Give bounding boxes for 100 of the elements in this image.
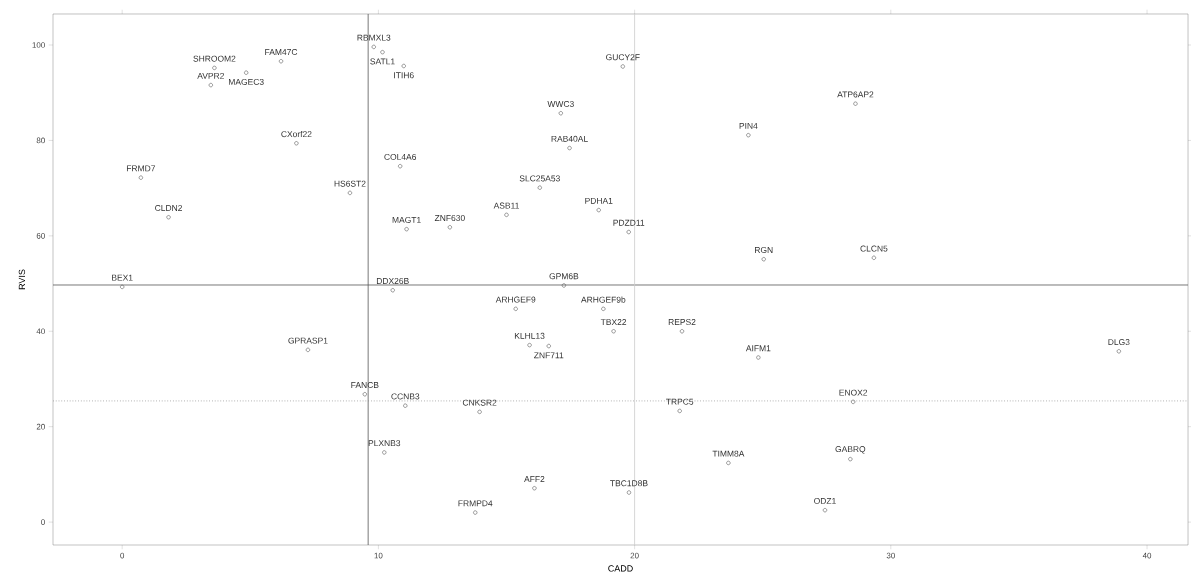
point (679, 329, 685, 334)
point (404, 227, 409, 232)
data-label: GABRQ (835, 446, 866, 454)
point (567, 145, 572, 151)
data-label: TBX22 (600, 319, 627, 325)
data-label: SHROOM2 (193, 55, 236, 62)
point (473, 510, 478, 515)
data-label: ATP6AP2 (837, 91, 874, 98)
data-label: MAGT1 (392, 216, 421, 223)
point (532, 486, 537, 491)
data-label: FRMD7 (126, 165, 156, 172)
point (746, 133, 751, 138)
point (390, 288, 395, 293)
point (380, 50, 385, 55)
point (677, 408, 682, 414)
data-label: AFF2 (524, 476, 545, 482)
point (611, 329, 616, 334)
data-label: CCNB3 (391, 393, 420, 400)
data-label: PDZD11 (613, 219, 645, 226)
data-label: RAB40AL (551, 135, 588, 142)
data-label: PLXNB3 (368, 440, 401, 447)
point (848, 457, 853, 462)
data-label: MAGEC3 (228, 78, 264, 85)
data-label: GUCY2F (606, 54, 640, 61)
point (347, 190, 353, 195)
data-label: ARHGEF9b (581, 296, 626, 303)
point (294, 141, 299, 146)
data-label: CXorf22 (281, 130, 312, 138)
data-label: REPS2 (668, 319, 696, 326)
point (278, 59, 284, 64)
data-label: BEX1 (112, 274, 133, 281)
data-label: DLG3 (1108, 339, 1130, 346)
data-label: ARHGEF9 (495, 296, 536, 303)
data-label: CNKSR2 (462, 399, 497, 406)
point (305, 347, 311, 352)
point (626, 490, 632, 495)
point (244, 70, 249, 75)
point (477, 409, 482, 414)
data-label: TBC1D8B (610, 480, 648, 487)
data-label: ASB11 (493, 202, 519, 209)
point (561, 283, 566, 288)
point (401, 63, 406, 69)
data-label: AIFM1 (745, 345, 771, 352)
point (853, 101, 858, 106)
data-label: FANCB (351, 382, 379, 388)
data-label: SATL1 (370, 58, 395, 65)
point (871, 255, 876, 260)
point (596, 207, 601, 213)
data-label: HS6ST2 (334, 180, 366, 187)
point (403, 403, 408, 408)
data-label: WWC3 (547, 100, 574, 107)
point (851, 399, 856, 404)
point (558, 111, 563, 116)
data-label: CLCN5 (860, 245, 888, 252)
point (626, 229, 631, 235)
data-label: RBMXL3 (357, 34, 391, 41)
data-label: CLDN2 (155, 204, 182, 211)
data-label: TIMM8A (712, 450, 745, 457)
point (398, 164, 403, 169)
data-label: TRPC5 (666, 398, 694, 405)
data-label: ENOX2 (839, 389, 868, 396)
point (527, 343, 532, 348)
data-label: RGN (755, 246, 773, 253)
data-label: FAM47C (265, 48, 298, 55)
data-label: ZNF630 (434, 215, 465, 221)
point (447, 225, 452, 230)
point (756, 355, 761, 360)
point (371, 44, 376, 50)
data-label: AVPR2 (197, 72, 224, 79)
point (546, 343, 551, 349)
data-label: PIN4 (739, 123, 758, 129)
point (138, 175, 143, 180)
point (761, 257, 766, 262)
point (504, 212, 509, 217)
point (120, 284, 125, 289)
data-label: KLHL13 (514, 332, 545, 339)
point (166, 215, 171, 220)
point (537, 185, 542, 190)
data-label: GPRASP1 (288, 337, 328, 344)
data-label: GPM6B (549, 273, 579, 280)
point (513, 306, 518, 311)
point (726, 460, 731, 466)
data-label: ZNF711 (534, 352, 564, 359)
point (362, 392, 367, 397)
point (1116, 349, 1121, 354)
point (620, 64, 625, 69)
y-axis-title: RVIS (18, 269, 26, 290)
point (601, 306, 606, 311)
data-label: ITIH6 (394, 72, 414, 79)
point (382, 450, 387, 455)
data-label: SLC25A53 (519, 175, 560, 182)
data-label: PDHA1 (585, 197, 613, 204)
point (822, 508, 828, 513)
point (208, 82, 213, 88)
data-label: ODZ1 (814, 497, 836, 504)
point (212, 65, 217, 70)
data-label: COL4A6 (384, 153, 417, 160)
data-label: DDX26B (376, 277, 409, 284)
x-axis-title: CADD (608, 565, 633, 572)
data-label: FRMPD4 (458, 500, 493, 507)
